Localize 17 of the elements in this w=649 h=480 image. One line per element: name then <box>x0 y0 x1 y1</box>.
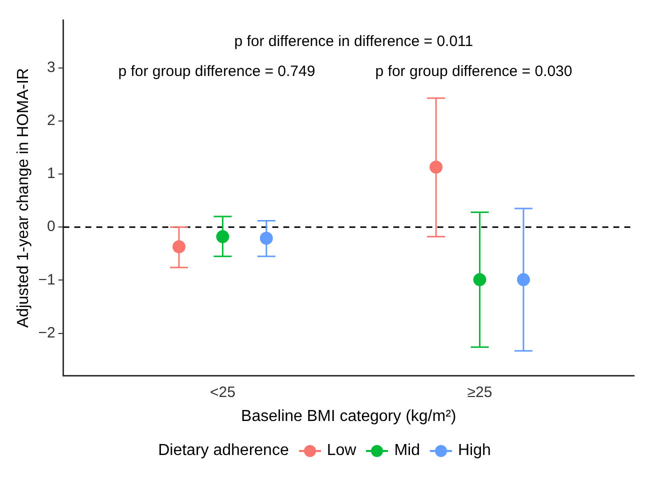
y-tick-label: 1 <box>46 165 56 182</box>
legend-label: Mid <box>394 442 420 460</box>
x-axis-title: Baseline BMI category (kg/m²) <box>241 408 456 425</box>
x-tick-label: ≥25 <box>467 384 492 401</box>
y-tick-label: −1 <box>38 271 56 288</box>
y-tick-label: 3 <box>46 58 56 76</box>
y-tick-label: −2 <box>38 324 56 342</box>
legend-label: High <box>458 442 491 460</box>
annotation: p for difference in difference = 0.011 <box>234 33 474 50</box>
annotation: p for group difference = 0.030 <box>375 63 572 80</box>
x-tick-label: <25 <box>210 384 236 401</box>
y-tick-label: 0 <box>46 218 56 236</box>
y-tick-label: 2 <box>46 112 56 130</box>
legend-title: Dietary adherence <box>158 442 289 460</box>
y-axis-title: Adjusted 1-year change in HOMA-IR <box>15 68 32 328</box>
legend-label: Low <box>326 442 356 460</box>
annotation: p for group difference = 0.749 <box>118 63 316 80</box>
